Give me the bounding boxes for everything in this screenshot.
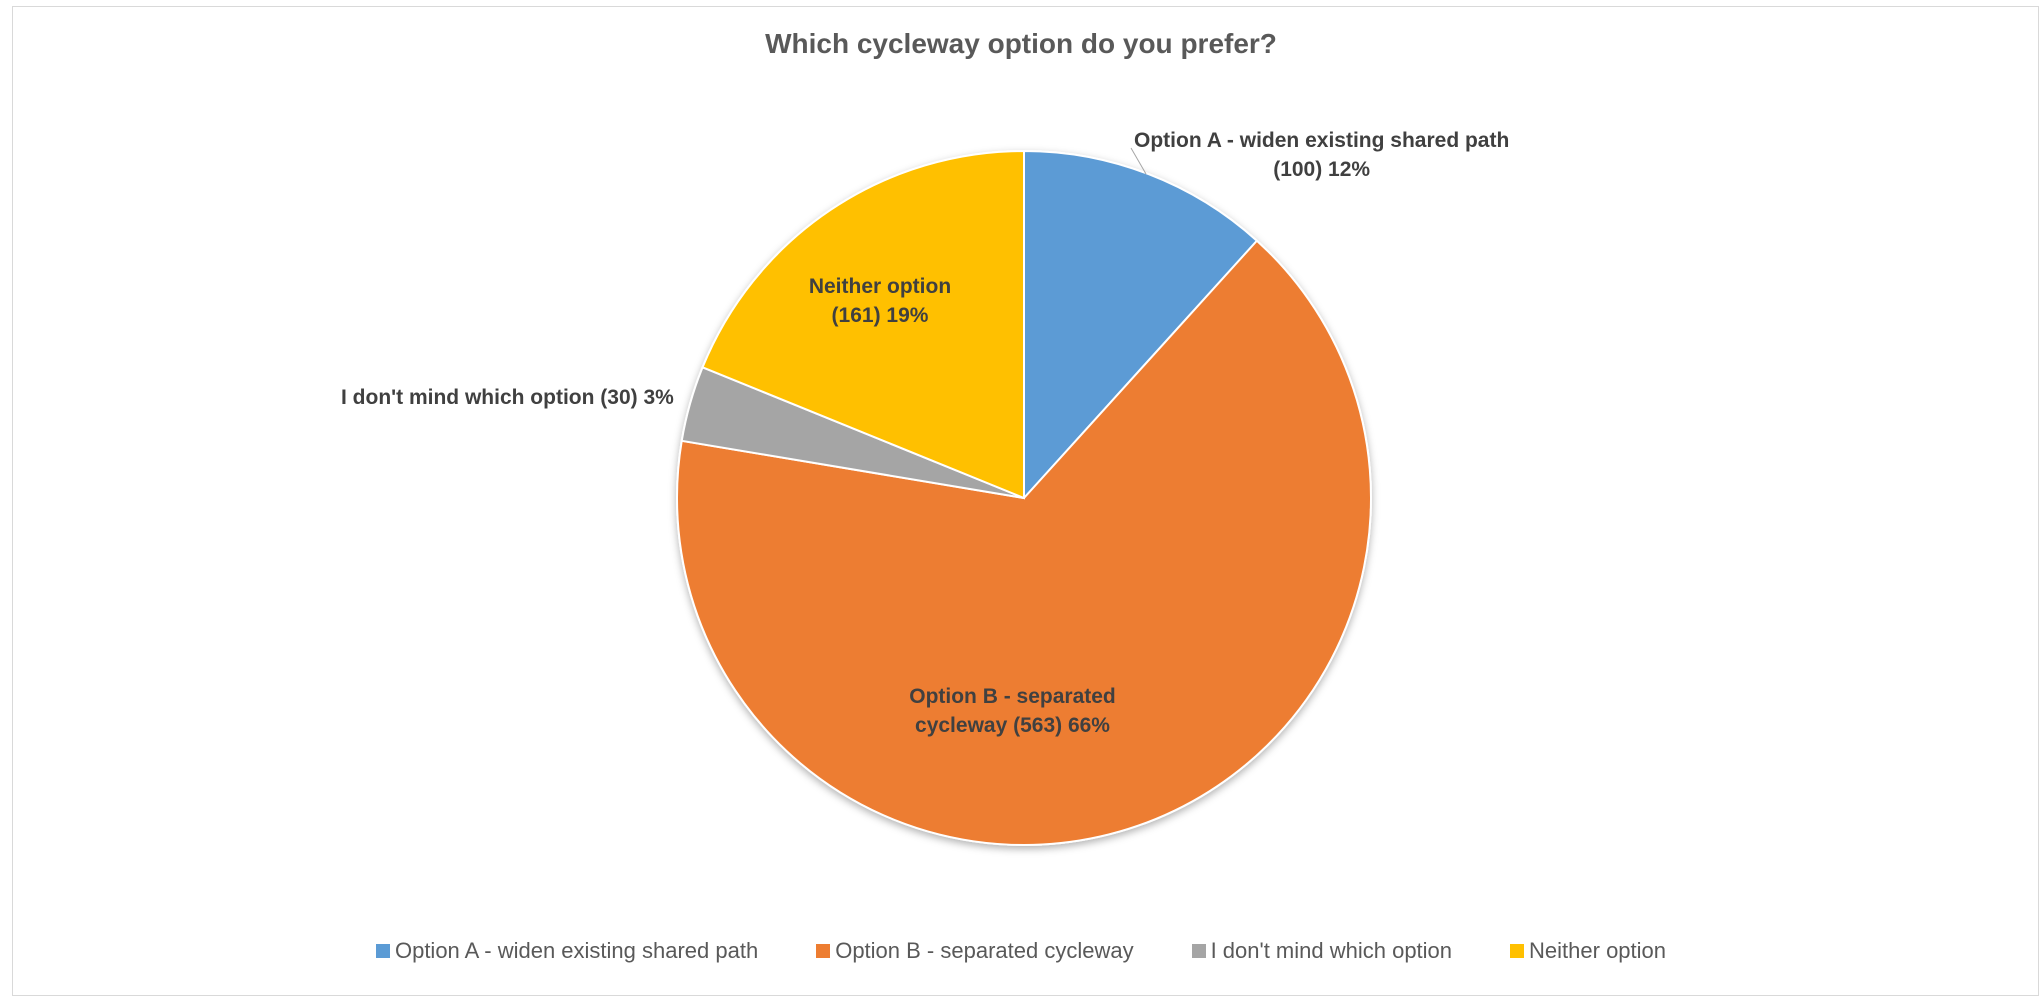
legend-item-option-b: Option B - separated cycleway: [816, 938, 1134, 964]
legend-label-neither: Neither option: [1529, 938, 1667, 963]
pie-slice-option-a: [1023, 149, 1259, 501]
legend-label-option-a: Option A - widen existing shared path: [394, 938, 759, 963]
legend-label-option-b: Option B - separated cycleway: [835, 938, 1134, 963]
chart-title: Which cycleway option do you prefer?: [765, 28, 1277, 59]
pie-slice-neither: [701, 149, 1025, 500]
legend-swatch-neither: [1510, 944, 1525, 958]
data-label-neither: Neither option (161) 19%: [808, 275, 952, 327]
legend-swatch-dont-mind: [1191, 944, 1206, 958]
legend-item-neither: Neither option: [1510, 938, 1666, 964]
legend-swatch-option-b: [816, 944, 831, 958]
legend-item-option-a: Option A - widen existing shared path: [375, 938, 759, 964]
legend-label-dont-mind: I don't mind which option: [1210, 938, 1453, 963]
legend: Option A - widen existing shared path Op…: [0, 938, 2042, 964]
pie-slice-option-b: [676, 239, 1372, 847]
legend-swatch-option-a: [375, 944, 390, 958]
leader-line-option-a: [1130, 147, 1147, 175]
data-label-dont-mind: I don't mind which option (30) 3%: [341, 386, 674, 409]
data-label-option-a: Option A - widen existing shared path (1…: [1134, 129, 1510, 181]
data-label-option-b: Option B - separated cycleway (563) 66%: [909, 685, 1116, 737]
legend-item-dont-mind: I don't mind which option: [1191, 938, 1453, 964]
